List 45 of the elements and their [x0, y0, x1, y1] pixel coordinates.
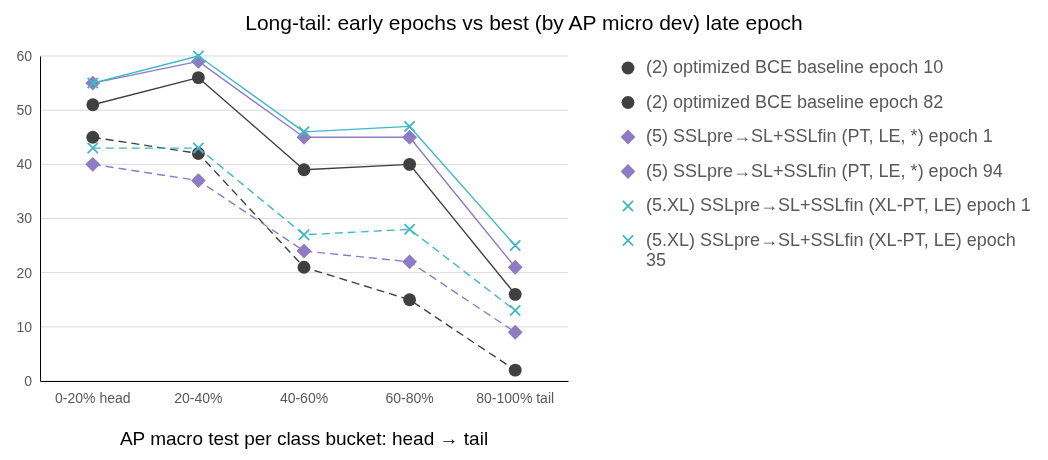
y-tick-label: 20: [16, 264, 33, 281]
point: [507, 259, 523, 275]
point: [402, 254, 418, 270]
point: [297, 260, 311, 274]
point: [86, 142, 99, 155]
point: [86, 98, 100, 112]
y-tick-label: 60: [16, 47, 33, 64]
point: [508, 363, 522, 377]
point: [402, 129, 418, 145]
point: [192, 49, 205, 63]
point: [297, 228, 311, 241]
y-tick-label: 30: [16, 210, 33, 227]
point: [403, 157, 417, 171]
x-tick-label: 60-80%: [385, 389, 434, 406]
legend-label: (5.XL) SSLpre→SL+SSLfin (XL-PT, LE) epoch 1: [646, 195, 1031, 215]
y-tick-label: 10: [16, 318, 33, 335]
point: [86, 130, 100, 144]
point: [297, 125, 311, 138]
legend-label: (2) optimized BCE baseline epoch 82: [646, 91, 944, 112]
point: [509, 304, 522, 317]
legend-label: (5.XL) SSLpre→SL+SSLfin (XL-PT, LE) epoch 35: [646, 229, 1016, 270]
x-tick-label: 0-20% head: [55, 389, 131, 406]
y-tick-label: 0: [24, 372, 33, 389]
legend-label: (2) optimized BCE baseline epoch 10: [646, 57, 944, 77]
x-tick-label: 40-60%: [279, 389, 329, 406]
y-tick-label: 50: [16, 102, 33, 119]
point: [403, 223, 416, 236]
x-axis-title: AP macro test per class bucket: head → tail: [119, 428, 489, 449]
y-tick-label: 40: [16, 156, 33, 173]
x-tick-label: 80-100% tail: [476, 389, 555, 406]
x-tick-label: 20-40%: [174, 389, 223, 406]
point: [85, 156, 101, 172]
point: [508, 287, 522, 301]
point: [403, 120, 416, 133]
point: [297, 163, 311, 177]
point: [509, 239, 522, 252]
point: [190, 173, 206, 188]
point: [507, 324, 523, 340]
legend-label: (5) SSLpre→SL+SSLfin (PT, LE, *) epoch 1: [646, 126, 993, 146]
legend-label: (5) SSLpre→SL+SSLfin (PT, LE, *) epoch 94: [646, 160, 1003, 181]
point: [403, 293, 417, 307]
point: [192, 142, 205, 155]
point: [296, 243, 312, 259]
point: [191, 71, 205, 85]
chart-title: Long-tail: early epochs vs best (by AP micro dev) late epoch: [245, 11, 803, 34]
